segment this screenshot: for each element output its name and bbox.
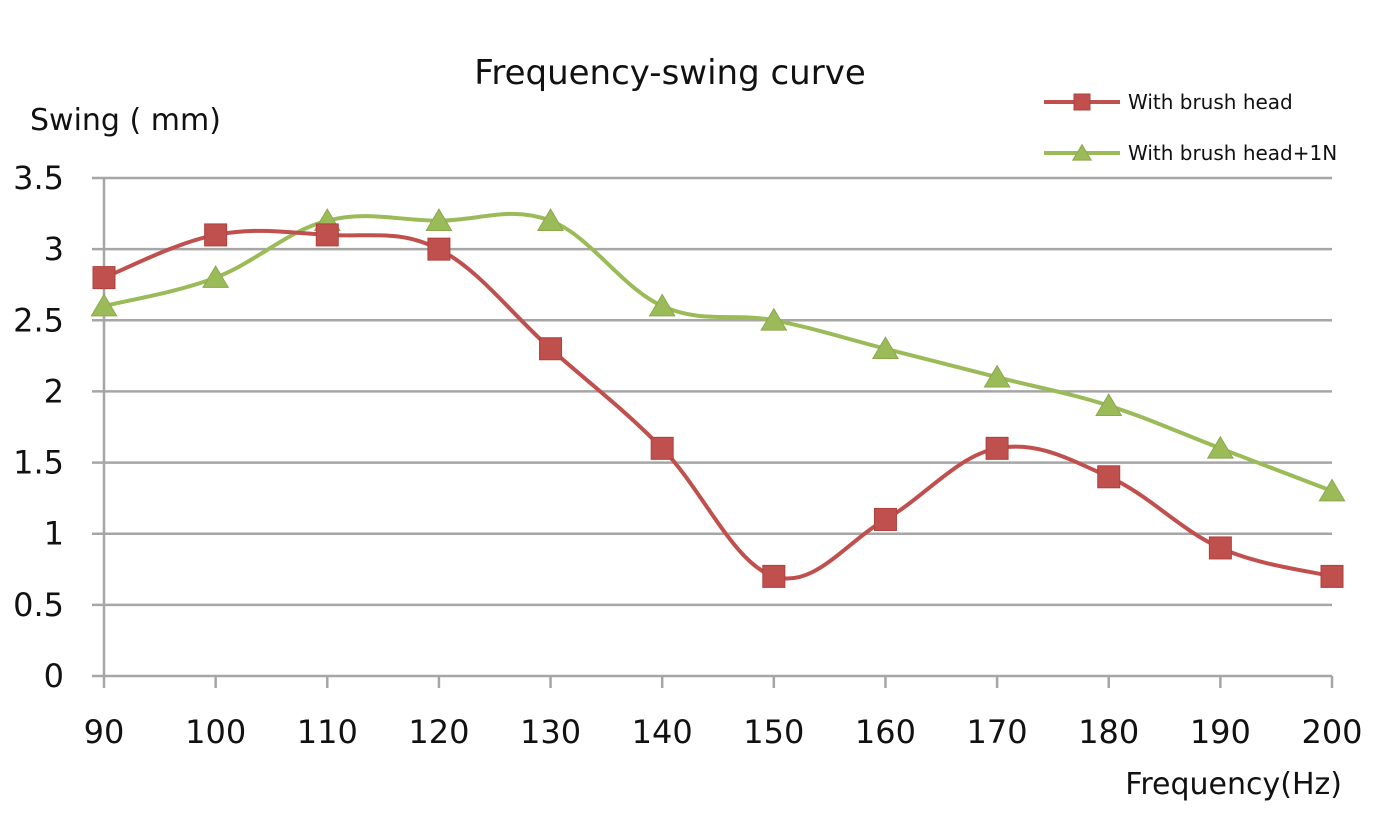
triangle-marker — [425, 208, 453, 232]
square-marker — [1097, 465, 1121, 489]
triangle-marker — [537, 208, 565, 232]
y-tick-label: 1 — [44, 515, 64, 553]
x-tick-label: 190 — [1190, 713, 1251, 751]
legend-item: With brush head+1N — [1044, 141, 1337, 165]
square-marker — [539, 337, 563, 361]
y-tick-label: 0.5 — [13, 586, 64, 624]
square-marker — [985, 436, 1009, 460]
x-tick-label: 110 — [297, 713, 358, 751]
y-tick-label: 2 — [44, 372, 64, 410]
x-tick-label: 140 — [632, 713, 693, 751]
x-tick-label: 180 — [1078, 713, 1139, 751]
x-tick-labels: 90 100 110 120 130 140 150 160 170 180 190 200 — [84, 713, 1363, 751]
gridlines — [92, 176, 1332, 607]
data-series — [90, 208, 1346, 588]
x-tick-label: 120 — [408, 713, 469, 751]
square-marker — [204, 223, 228, 247]
triangle-marker — [760, 307, 788, 331]
axes — [92, 178, 1334, 688]
x-tick-label: 200 — [1301, 713, 1362, 751]
y-tick-label: 1.5 — [13, 444, 64, 482]
triangle-marker — [871, 336, 899, 360]
series-line — [103, 211, 1333, 493]
chart-title: Frequency-swing curve — [474, 53, 865, 93]
triangle-marker — [648, 293, 676, 317]
x-axis-title: Frequency(Hz) — [1125, 767, 1342, 802]
square-marker — [427, 237, 451, 261]
legend-label: With brush head+1N — [1128, 141, 1337, 165]
triangle-marker — [983, 364, 1011, 388]
y-tick-label: 0 — [44, 657, 64, 695]
series-with-brush-head-plus-1n — [90, 208, 1346, 502]
y-tick-label: 3.5 — [13, 159, 64, 197]
legend: With brush head With brush head+1N — [1044, 90, 1337, 165]
x-tick-label: 160 — [855, 713, 916, 751]
x-tick-label: 90 — [84, 713, 125, 751]
x-tick-label: 170 — [967, 713, 1028, 751]
series-line — [103, 228, 1333, 581]
x-tick-label: 100 — [185, 713, 246, 751]
legend-triangle-marker — [1071, 143, 1093, 161]
legend-item: With brush head — [1044, 90, 1293, 114]
legend-square-marker — [1073, 93, 1091, 111]
series-with-brush-head — [92, 223, 1344, 588]
triangle-marker — [202, 265, 230, 288]
square-marker — [762, 564, 786, 588]
triangle-marker — [90, 293, 118, 317]
y-tick-label: 2.5 — [13, 301, 64, 339]
y-tick-label: 3 — [44, 230, 64, 268]
square-marker — [873, 507, 897, 531]
y-tick-labels: 0 0.5 1 1.5 2 2.5 3 3.5 — [13, 159, 64, 695]
square-marker — [315, 223, 339, 247]
square-marker — [1208, 536, 1232, 560]
triangle-marker — [1095, 393, 1123, 416]
triangle-marker — [1318, 478, 1346, 502]
y-axis-title: Swing ( mm) — [30, 103, 221, 138]
x-tick-label: 130 — [520, 713, 581, 751]
square-marker — [1320, 564, 1344, 588]
triangle-marker — [1206, 435, 1234, 459]
square-marker — [92, 266, 116, 290]
square-marker — [650, 436, 674, 460]
legend-label: With brush head — [1128, 90, 1293, 114]
x-tick-label: 150 — [743, 713, 804, 751]
